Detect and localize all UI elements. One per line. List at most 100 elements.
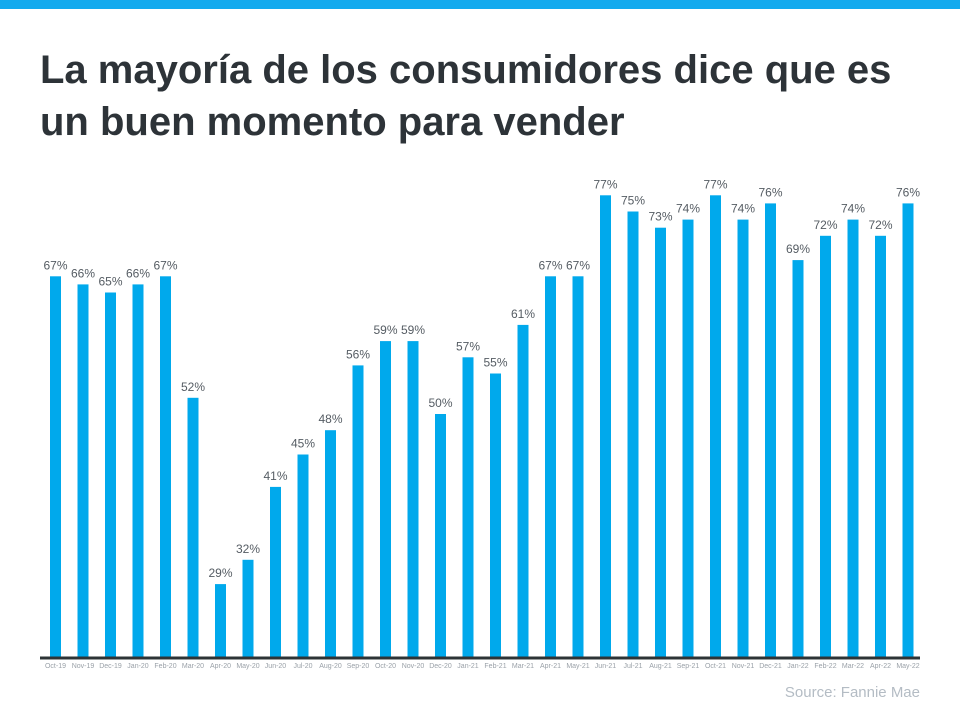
data-label: 67%: [566, 258, 590, 272]
bar-May-22: [902, 203, 914, 657]
x-tick-label: Aug-21: [649, 663, 672, 670]
data-label: 57%: [456, 339, 480, 353]
data-label: 73%: [648, 210, 672, 224]
x-tick-label: Nov-21: [732, 663, 755, 670]
data-label: 77%: [703, 177, 727, 191]
x-tick-label: Mar-22: [842, 663, 864, 670]
x-tick-label: Jan-20: [127, 663, 149, 670]
bar-Jun-20: [270, 486, 281, 657]
data-label: 76%: [896, 185, 920, 199]
data-label: 52%: [181, 380, 205, 394]
data-label: 66%: [126, 266, 150, 280]
data-label: 59%: [401, 323, 425, 337]
bar-Feb-20: [160, 276, 171, 657]
x-tick-label: Nov-19: [72, 663, 95, 670]
data-label: 56%: [346, 347, 370, 361]
x-tick-label: Dec-20: [429, 663, 452, 670]
bar-May-20: [242, 559, 254, 657]
data-label: 59%: [373, 323, 397, 337]
x-tick-label: May-20: [236, 663, 259, 670]
bar-Nov-19: [77, 284, 89, 657]
data-label: 75%: [621, 194, 645, 208]
x-tick-label: Jul-21: [623, 663, 642, 670]
x-tick-label: Nov-20: [402, 663, 425, 670]
bar-Oct-19: [50, 276, 61, 657]
data-label: 66%: [71, 266, 95, 280]
bar-Apr-21: [545, 276, 556, 657]
source-note: Source: Fannie Mae: [784, 684, 920, 701]
data-label: 50%: [428, 396, 452, 410]
bar-Jan-20: [132, 284, 144, 657]
bar-Aug-21: [655, 227, 666, 657]
x-tick-label: May-21: [566, 663, 589, 670]
x-tick-label: Mar-21: [512, 663, 534, 670]
data-label: 67%: [538, 258, 562, 272]
bar-Aug-20: [325, 430, 336, 657]
bar-Oct-21: [710, 195, 721, 658]
x-tick-label: Apr-20: [210, 663, 231, 670]
bar-Sep-21: [682, 219, 694, 657]
data-label: 32%: [236, 542, 260, 556]
bar-Nov-20: [407, 341, 419, 657]
data-label: 72%: [868, 218, 892, 232]
data-label: 45%: [291, 437, 315, 451]
bar-Jul-21: [627, 211, 639, 657]
x-tick-label: Feb-21: [484, 663, 506, 670]
bar-Mar-22: [847, 219, 859, 657]
x-tick-label: Apr-22: [870, 663, 891, 670]
data-label: 69%: [786, 242, 810, 256]
x-tick-label: Aug-20: [319, 663, 342, 670]
x-tick-label: Jul-20: [293, 663, 312, 670]
data-label: 74%: [841, 202, 865, 216]
x-tick-label: Oct-20: [375, 663, 396, 670]
data-label: 65%: [98, 275, 122, 289]
bar-Dec-20: [435, 414, 446, 657]
x-tick-label: Sep-21: [677, 663, 700, 670]
x-tick-label: Mar-20: [182, 663, 204, 670]
x-tick-label: Jan-22: [787, 663, 809, 670]
data-label: 74%: [676, 202, 700, 216]
bar-Jul-20: [297, 454, 309, 657]
bar-Jan-21: [462, 357, 474, 657]
bar-Sep-20: [352, 365, 364, 657]
bar-Oct-20: [380, 341, 391, 657]
bar-Dec-19: [105, 292, 116, 657]
chart-title: La mayoría de los consumidores dice que …: [40, 48, 892, 144]
bar-Dec-21: [765, 203, 776, 657]
bar-Jun-21: [600, 195, 611, 658]
data-label: 29%: [208, 566, 232, 580]
x-tick-label: Jun-21: [595, 663, 617, 670]
x-tick-label: Jun-20: [265, 663, 287, 670]
data-label: 67%: [153, 258, 177, 272]
x-tick-label: Sep-20: [347, 663, 370, 670]
x-tick-label: Oct-19: [45, 663, 66, 670]
data-label: 67%: [43, 258, 67, 272]
bar-Apr-20: [215, 584, 226, 657]
data-label: 48%: [318, 412, 342, 426]
bar-May-21: [572, 276, 584, 657]
x-tick-label: Oct-21: [705, 663, 726, 670]
bar-Jan-22: [792, 260, 804, 657]
bar-Apr-22: [875, 235, 886, 658]
x-tick-label: Apr-21: [540, 663, 561, 670]
bar-Mar-21: [517, 324, 529, 657]
x-tick-label: Feb-20: [154, 663, 176, 670]
x-tick-label: May-22: [896, 663, 919, 670]
bar-Feb-21: [490, 373, 501, 657]
bar-Feb-22: [820, 235, 831, 658]
top-accent-bar: [0, 0, 960, 9]
data-label: 41%: [263, 469, 287, 483]
x-tick-label: Dec-19: [99, 663, 122, 670]
data-label: 55%: [483, 356, 507, 370]
bar-Nov-21: [737, 219, 749, 657]
data-label: 61%: [511, 307, 535, 321]
bar-Mar-20: [187, 397, 199, 657]
data-label: 72%: [813, 218, 837, 232]
data-label: 74%: [731, 202, 755, 216]
x-tick-label: Dec-21: [759, 663, 782, 670]
data-label: 77%: [593, 177, 617, 191]
data-label: 76%: [758, 185, 782, 199]
x-tick-label: Jan-21: [457, 663, 479, 670]
x-tick-label: Feb-22: [814, 663, 836, 670]
